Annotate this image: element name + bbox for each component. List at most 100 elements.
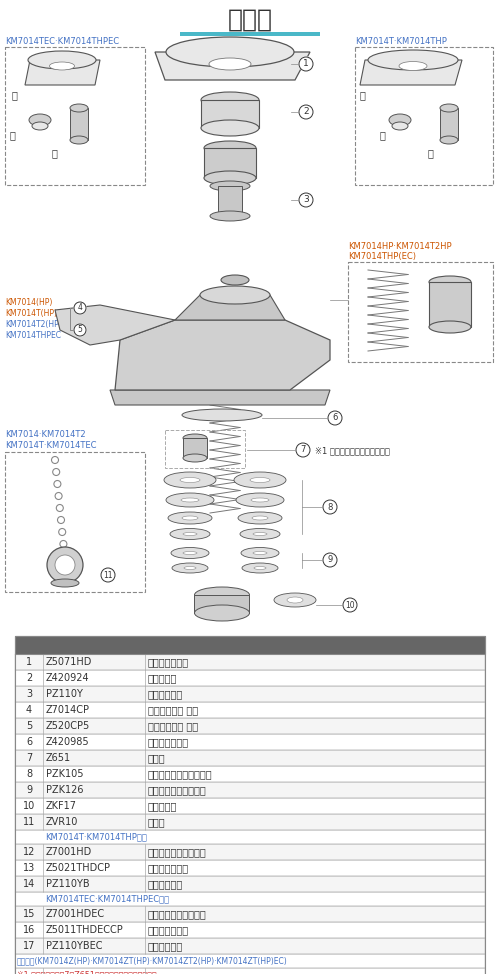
Text: ⑰: ⑰ (52, 148, 58, 158)
Bar (15, 766, 485, 782)
Bar (204, 148, 256, 178)
Ellipse shape (368, 50, 458, 70)
Text: 13: 13 (23, 863, 35, 873)
Ellipse shape (204, 171, 256, 185)
Ellipse shape (70, 104, 88, 112)
Ellipse shape (70, 136, 88, 144)
Ellipse shape (234, 472, 286, 488)
Polygon shape (55, 305, 175, 345)
Circle shape (296, 443, 310, 457)
Text: KM7014T(HP): KM7014T(HP) (5, 309, 57, 318)
Text: 6: 6 (26, 737, 32, 747)
Text: 品  名: 品 名 (306, 640, 324, 650)
Circle shape (55, 555, 75, 575)
Text: ※1 寒冷地用には、7のZ651逆止弁はついておりません。: ※1 寒冷地用には、7のZ651逆止弁はついておりません。 (17, 970, 156, 974)
Ellipse shape (429, 321, 471, 333)
Ellipse shape (241, 547, 279, 558)
Text: 立水栓菊座ナットセット: 立水栓菊座ナットセット (148, 769, 212, 779)
Bar (15, 734, 485, 750)
Text: Z5011THDECCP: Z5011THDECCP (46, 925, 124, 935)
Text: 1: 1 (26, 657, 32, 667)
Text: ※1 寒冷地用には含まれません: ※1 寒冷地用には含まれません (315, 446, 390, 455)
Text: 9: 9 (328, 555, 332, 565)
Polygon shape (360, 60, 462, 85)
Ellipse shape (51, 579, 79, 587)
Text: 10: 10 (23, 801, 35, 811)
Bar (5, 47, 145, 185)
Bar (15, 670, 485, 686)
Text: 3: 3 (303, 196, 309, 205)
Bar (183, 438, 207, 458)
Text: 7: 7 (26, 753, 32, 763)
Ellipse shape (183, 533, 197, 536)
Text: 吐水口先端部 一式: 吐水口先端部 一式 (148, 721, 198, 731)
Polygon shape (110, 390, 330, 405)
Text: レバーハンドルセット: レバーハンドルセット (148, 909, 207, 919)
Ellipse shape (194, 605, 250, 621)
Text: 15: 15 (23, 909, 35, 919)
Text: ZKF17: ZKF17 (46, 801, 77, 811)
Text: KM7014(HP): KM7014(HP) (5, 298, 52, 307)
Text: PZK126: PZK126 (46, 785, 84, 795)
Bar (15, 922, 485, 938)
Text: 9: 9 (26, 785, 32, 795)
Ellipse shape (200, 286, 270, 304)
Ellipse shape (182, 409, 262, 421)
Text: 品  番: 品 番 (85, 640, 103, 650)
Bar (70, 108, 88, 140)
Circle shape (101, 568, 115, 582)
Circle shape (74, 324, 86, 336)
Text: 3: 3 (26, 689, 32, 699)
Text: カートリッジ: カートリッジ (148, 879, 183, 889)
Ellipse shape (194, 587, 250, 603)
Ellipse shape (254, 567, 266, 570)
Ellipse shape (183, 551, 197, 554)
Ellipse shape (440, 104, 458, 112)
Ellipse shape (253, 533, 267, 536)
Bar (15, 798, 485, 814)
Text: ⑮: ⑮ (10, 130, 16, 140)
Text: 16: 16 (23, 925, 35, 935)
Bar (201, 100, 259, 128)
Circle shape (323, 553, 337, 567)
Bar (15, 968, 485, 974)
Bar (15, 718, 485, 734)
Text: カートリッジ: カートリッジ (148, 941, 183, 951)
Text: 2: 2 (26, 673, 32, 683)
Circle shape (299, 57, 313, 71)
Bar (15, 954, 485, 968)
Ellipse shape (253, 551, 267, 554)
Text: KM7014THP(EC): KM7014THP(EC) (348, 252, 416, 261)
Ellipse shape (166, 493, 214, 507)
Text: ⑯: ⑯ (12, 90, 18, 100)
Ellipse shape (210, 181, 250, 191)
Bar (15, 892, 485, 906)
Text: KM7014HP·KM7014T2HP: KM7014HP·KM7014T2HP (348, 242, 452, 251)
Text: キャップセット: キャップセット (148, 925, 189, 935)
Bar (15, 654, 485, 670)
Text: 11: 11 (23, 817, 35, 827)
Ellipse shape (201, 92, 259, 108)
Text: 分解図: 分解図 (228, 8, 272, 32)
Bar (15, 844, 485, 860)
Ellipse shape (182, 516, 198, 520)
Text: Z420985: Z420985 (46, 737, 90, 747)
Ellipse shape (50, 62, 74, 70)
Polygon shape (115, 320, 330, 390)
Ellipse shape (170, 529, 210, 540)
Ellipse shape (28, 51, 96, 69)
Text: Z5071HD: Z5071HD (46, 657, 92, 667)
Ellipse shape (204, 141, 256, 155)
Text: 4: 4 (26, 705, 32, 715)
Text: 17: 17 (23, 941, 35, 951)
Bar (15, 860, 485, 876)
Circle shape (343, 598, 357, 612)
Bar (180, 32, 320, 36)
Text: ⑫: ⑫ (360, 90, 366, 100)
Bar (15, 636, 485, 974)
Bar (15, 814, 485, 830)
Circle shape (47, 547, 83, 583)
Ellipse shape (440, 136, 458, 144)
Ellipse shape (429, 276, 471, 288)
Ellipse shape (274, 593, 316, 607)
